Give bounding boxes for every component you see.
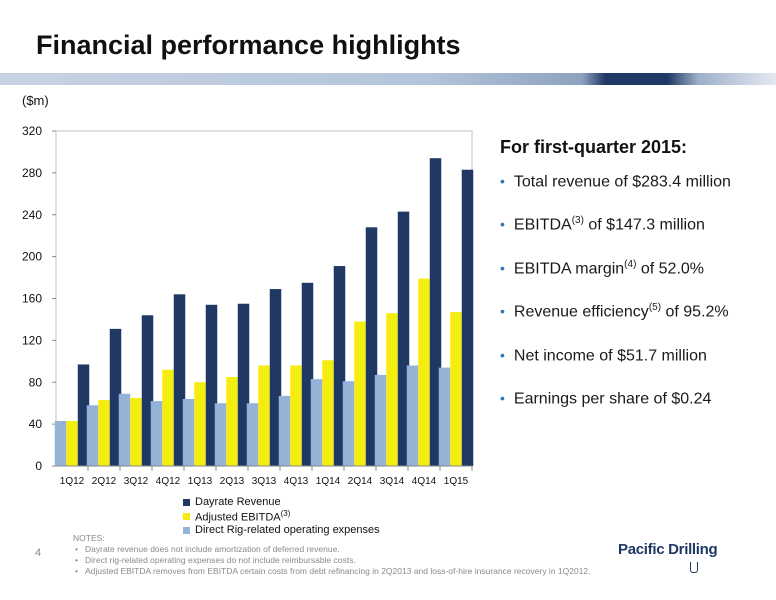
header-band xyxy=(0,73,776,85)
unit-label: ($m) xyxy=(22,93,49,108)
y-tick-label: 40 xyxy=(29,417,43,431)
bar-dayrate xyxy=(237,303,250,466)
bar-dayrate xyxy=(333,266,346,466)
bar-ebitda xyxy=(130,397,142,466)
bullet-icon: • xyxy=(500,259,505,276)
legend-label-ebitda: Adjusted EBITDA(3) xyxy=(195,508,291,524)
bar-ebitda xyxy=(322,360,334,466)
bar-ebitda xyxy=(98,400,110,466)
legend-item-opex: Direct Rig-related operating expenses xyxy=(183,523,380,537)
bar-ebitda xyxy=(66,420,78,466)
y-tick-label: 320 xyxy=(22,124,42,138)
footnotes: NOTES: Dayrate revenue does not include … xyxy=(73,533,615,577)
bar-dayrate xyxy=(109,328,122,466)
bar-ebitda xyxy=(226,377,238,466)
page-number: 4 xyxy=(35,547,42,559)
y-tick-label: 120 xyxy=(22,333,42,347)
x-tick-label: 1Q12 xyxy=(60,476,85,487)
company-logo: Pacific Drilling xyxy=(618,541,718,558)
bullet-icon: • xyxy=(500,303,505,320)
x-tick-label: 1Q14 xyxy=(316,476,341,487)
highlights-list: • Total revenue of $283.4 million • EBITDA… xyxy=(500,172,770,432)
legend-item-dayrate: Dayrate Revenue xyxy=(183,495,380,509)
note-item: Direct rig-related operating expenses do… xyxy=(73,555,615,566)
note-item: Adjusted EBITDA removes from EBITDA cert… xyxy=(73,566,615,577)
bar-dayrate xyxy=(269,289,282,466)
y-tick-label: 80 xyxy=(29,375,43,389)
bar-dayrate xyxy=(301,282,314,466)
bar-opex xyxy=(150,401,163,466)
bar-dayrate xyxy=(397,211,410,466)
x-tick-label: 4Q13 xyxy=(284,476,309,487)
highlights-heading: For first-quarter 2015: xyxy=(500,137,688,157)
bar-dayrate xyxy=(77,364,90,466)
bar-ebitda xyxy=(386,313,398,466)
bar-opex xyxy=(214,403,227,466)
highlight-item: • Net income of $51.7 million xyxy=(500,346,707,364)
bar-dayrate xyxy=(205,304,218,466)
legend-label-opex: Direct Rig-related operating expenses xyxy=(195,524,380,536)
bar-ebitda xyxy=(290,365,302,466)
highlight-item: • Total revenue of $283.4 million xyxy=(500,173,731,191)
notes-heading: NOTES: xyxy=(73,533,105,543)
y-tick-label: 160 xyxy=(22,292,42,306)
bullet-icon: • xyxy=(500,216,505,233)
legend-item-ebitda: Adjusted EBITDA(3) xyxy=(183,509,380,523)
bullet-icon: • xyxy=(500,173,505,189)
chart-legend: Dayrate Revenue Adjusted EBITDA(3) Direc… xyxy=(183,495,380,537)
y-tick-label: 200 xyxy=(22,250,42,264)
bar-opex xyxy=(278,395,291,466)
bar-dayrate xyxy=(429,158,442,466)
bar-opex xyxy=(310,379,323,466)
bar-opex xyxy=(406,365,419,466)
y-tick-label: 280 xyxy=(22,166,42,180)
highlight-item: • Earnings per share of $0.24 xyxy=(500,389,712,408)
x-tick-label: 2Q13 xyxy=(220,476,245,487)
x-tick-label: 4Q14 xyxy=(412,476,437,487)
legend-swatch-ebitda xyxy=(183,512,190,520)
x-tick-label: 3Q13 xyxy=(252,476,277,487)
bar-opex xyxy=(54,420,67,466)
bar-opex xyxy=(374,374,387,466)
bar-ebitda xyxy=(450,312,462,466)
bar-ebitda xyxy=(194,382,206,466)
bar-ebitda xyxy=(162,369,174,466)
x-tick-label: 3Q14 xyxy=(380,476,405,487)
x-tick-label: 3Q12 xyxy=(124,476,149,487)
bar-ebitda xyxy=(354,321,366,466)
bar-opex xyxy=(342,381,355,466)
highlight-item: • EBITDA margin(4) of 52.0% xyxy=(500,258,705,278)
bar-chart: 0 40 80 120 160 200 240 280 320 1Q12 2Q12 3Q12 4Q12 1… xyxy=(22,124,474,487)
bar-dayrate xyxy=(461,169,474,466)
x-tick-label: 2Q12 xyxy=(92,476,117,487)
x-tick-label: 1Q13 xyxy=(188,476,213,487)
bar-dayrate xyxy=(173,294,186,466)
legend-swatch-dayrate xyxy=(183,498,190,506)
bar-opex xyxy=(246,403,259,466)
y-tick-label: 0 xyxy=(35,459,42,473)
highlights-panel: For first-quarter 2015: • Total revenue o… xyxy=(500,137,770,432)
highlight-item: • EBITDA(3) of $147.3 million xyxy=(500,215,705,234)
highlight-item: • Revenue efficiency(5) of 95.2% xyxy=(500,302,729,321)
bullet-icon: • xyxy=(500,346,505,363)
y-tick-label: 240 xyxy=(22,208,42,222)
bar-ebitda xyxy=(258,365,270,466)
bullet-icon: • xyxy=(500,389,505,406)
note-item: Dayrate revenue does not include amortiz… xyxy=(73,544,615,555)
legend-label-dayrate: Dayrate Revenue xyxy=(195,496,281,508)
bar-ebitda xyxy=(418,278,430,466)
x-tick-label: 4Q12 xyxy=(156,476,181,487)
notes-list: Dayrate revenue does not include amortiz… xyxy=(73,544,615,577)
bar-opex xyxy=(438,367,451,466)
legend-swatch-opex xyxy=(183,526,190,534)
bar-dayrate xyxy=(141,315,154,466)
bar-dayrate xyxy=(365,227,378,466)
x-tick-label: 1Q15 xyxy=(444,476,469,487)
x-tick-label: 2Q14 xyxy=(348,476,373,487)
slide-title: Financial performance highlights xyxy=(36,30,461,60)
bar-opex xyxy=(86,405,99,466)
logo-hook-icon xyxy=(690,562,698,573)
bar-opex xyxy=(118,393,131,466)
bar-opex xyxy=(182,399,195,466)
